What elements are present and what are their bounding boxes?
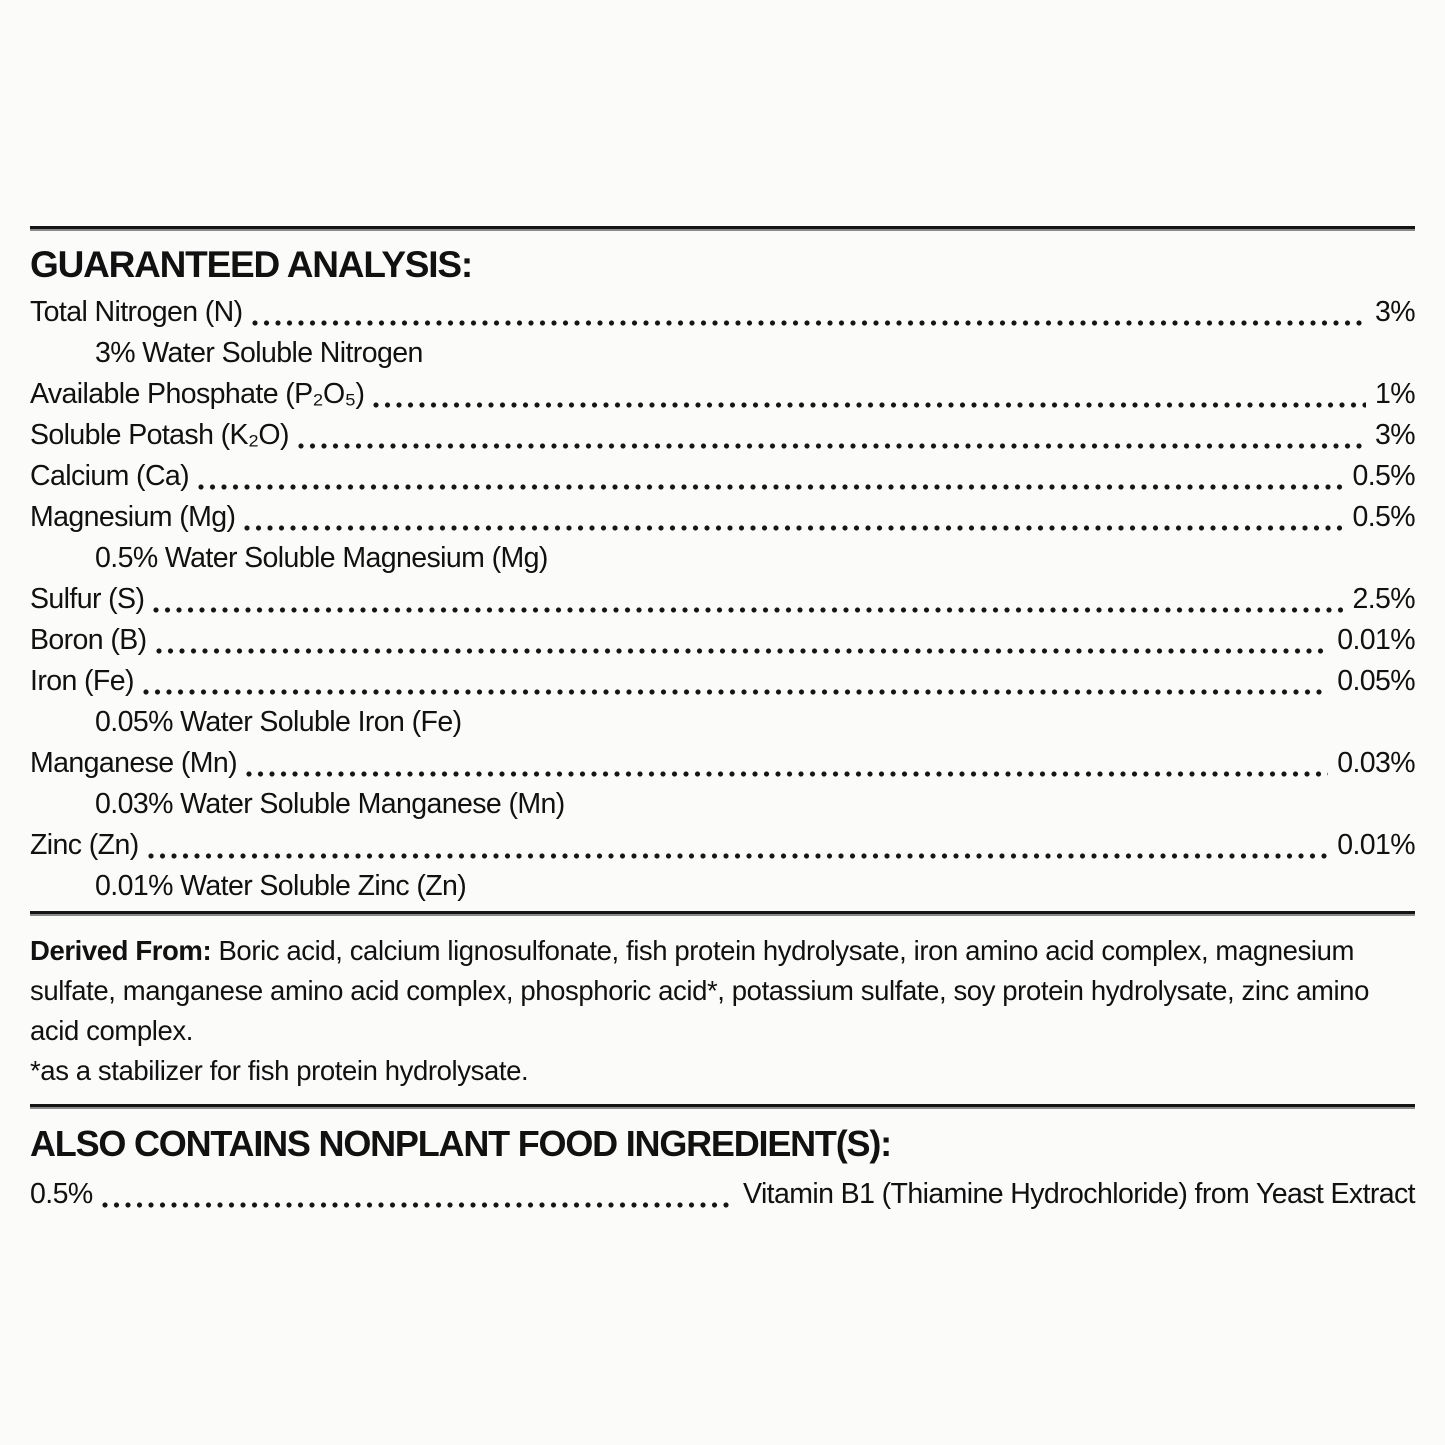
guaranteed-analysis-heading: GUARANTEED ANALYSIS: xyxy=(30,244,473,285)
nutrient-value: 0.05% xyxy=(1337,665,1415,697)
water-soluble-note: 3% Water Soluble Nitrogen xyxy=(95,337,423,369)
nutrient-value: 3% xyxy=(1375,296,1416,328)
nutrient-label: Iron (Fe) xyxy=(30,665,134,697)
dot-leader xyxy=(154,620,1331,661)
analysis-row: Iron (Fe) 0.05% xyxy=(30,661,1416,702)
nutrient-label: Available Phosphate (P₂O₅) xyxy=(30,378,365,410)
top-rule xyxy=(30,226,1415,231)
analysis-row: Calcium (Ca) 0.5% xyxy=(30,456,1416,497)
mid-rule-1 xyxy=(30,911,1415,916)
analysis-row: Soluble Potash (K₂O) 3% xyxy=(30,415,1416,456)
also-contains-table: 0.5% Vitamin B1 (Thiamine Hydrochloride) … xyxy=(30,1173,1416,1215)
derived-from-footnote: *as a stabilizer for fish protein hydrol… xyxy=(30,1055,529,1086)
nutrient-value: 0.01% xyxy=(1337,829,1415,861)
dot-leader xyxy=(196,456,1345,497)
analysis-row: Available Phosphate (P₂O₅) 1% xyxy=(30,374,1416,415)
dot-leader xyxy=(146,825,1331,866)
nutrient-label: Sulfur (S) xyxy=(30,583,145,615)
nutrient-label: Total Nitrogen (N) xyxy=(30,296,243,328)
dot-leader xyxy=(151,579,1345,620)
water-soluble-note: 0.5% Water Soluble Magnesium (Mg) xyxy=(95,542,548,574)
nutrient-value: 0.03% xyxy=(1337,747,1415,779)
nutrient-label: Soluble Potash (K₂O) xyxy=(30,419,289,451)
dot-leader xyxy=(242,497,1345,538)
derived-from-lead: Derived From: xyxy=(30,935,212,966)
ingredient-name: Vitamin B1 (Thiamine Hydrochloride) from… xyxy=(743,1178,1416,1210)
nutrient-label: Boron (B) xyxy=(30,624,147,656)
nutrient-value: 2.5% xyxy=(1352,583,1415,615)
nutrient-value: 3% xyxy=(1375,419,1416,451)
dot-leader xyxy=(141,661,1330,702)
nutrient-label: Zinc (Zn) xyxy=(30,829,139,861)
water-soluble-note: 0.01% Water Soluble Zinc (Zn) xyxy=(95,870,467,902)
nutrient-label: Magnesium (Mg) xyxy=(30,501,236,533)
analysis-row: Manganese (Mn) 0.03% xyxy=(30,743,1416,784)
analysis-row: Sulfur (S) 2.5% xyxy=(30,579,1416,620)
also-contains-row: 0.5% Vitamin B1 (Thiamine Hydrochloride) … xyxy=(30,1173,1416,1215)
dot-leader xyxy=(100,1173,736,1215)
analysis-row: Zinc (Zn) 0.01% xyxy=(30,825,1416,866)
mid-rule-2 xyxy=(30,1104,1415,1109)
nutrient-label: Manganese (Mn) xyxy=(30,747,238,779)
derived-from-text: Boric acid, calcium lignosulfonate, fish… xyxy=(30,935,1369,1046)
fertilizer-label: GUARANTEED ANALYSIS: Total Nitrogen (N) 3… xyxy=(30,226,1416,1215)
nutrient-label: Calcium (Ca) xyxy=(30,460,190,492)
analysis-row: Boron (B) 0.01% xyxy=(30,620,1416,661)
nutrient-value: 0.5% xyxy=(1352,501,1415,533)
dot-leader xyxy=(371,374,1368,415)
derived-from-paragraph: Derived From: Boric acid, calcium lignos… xyxy=(30,931,1415,1091)
nutrient-value: 0.01% xyxy=(1337,624,1415,656)
water-soluble-note: 0.05% Water Soluble Iron (Fe) xyxy=(95,706,462,738)
water-soluble-note: 0.03% Water Soluble Manganese (Mn) xyxy=(95,788,565,820)
nutrient-value: 0.5% xyxy=(1352,460,1415,492)
nutrient-value: 1% xyxy=(1375,378,1416,410)
ingredient-percent: 0.5% xyxy=(30,1178,93,1210)
dot-leader xyxy=(296,415,1368,456)
dot-leader xyxy=(244,743,1330,784)
analysis-row: Magnesium (Mg) 0.5% xyxy=(30,497,1416,538)
analysis-row: Total Nitrogen (N) 3% xyxy=(30,292,1416,333)
dot-leader xyxy=(250,292,1368,333)
guaranteed-analysis-table: Total Nitrogen (N) 3% 3% Water Soluble Nit… xyxy=(30,292,1416,907)
also-contains-heading: ALSO CONTAINS NONPLANT FOOD INGREDIENT(S… xyxy=(30,1123,892,1164)
